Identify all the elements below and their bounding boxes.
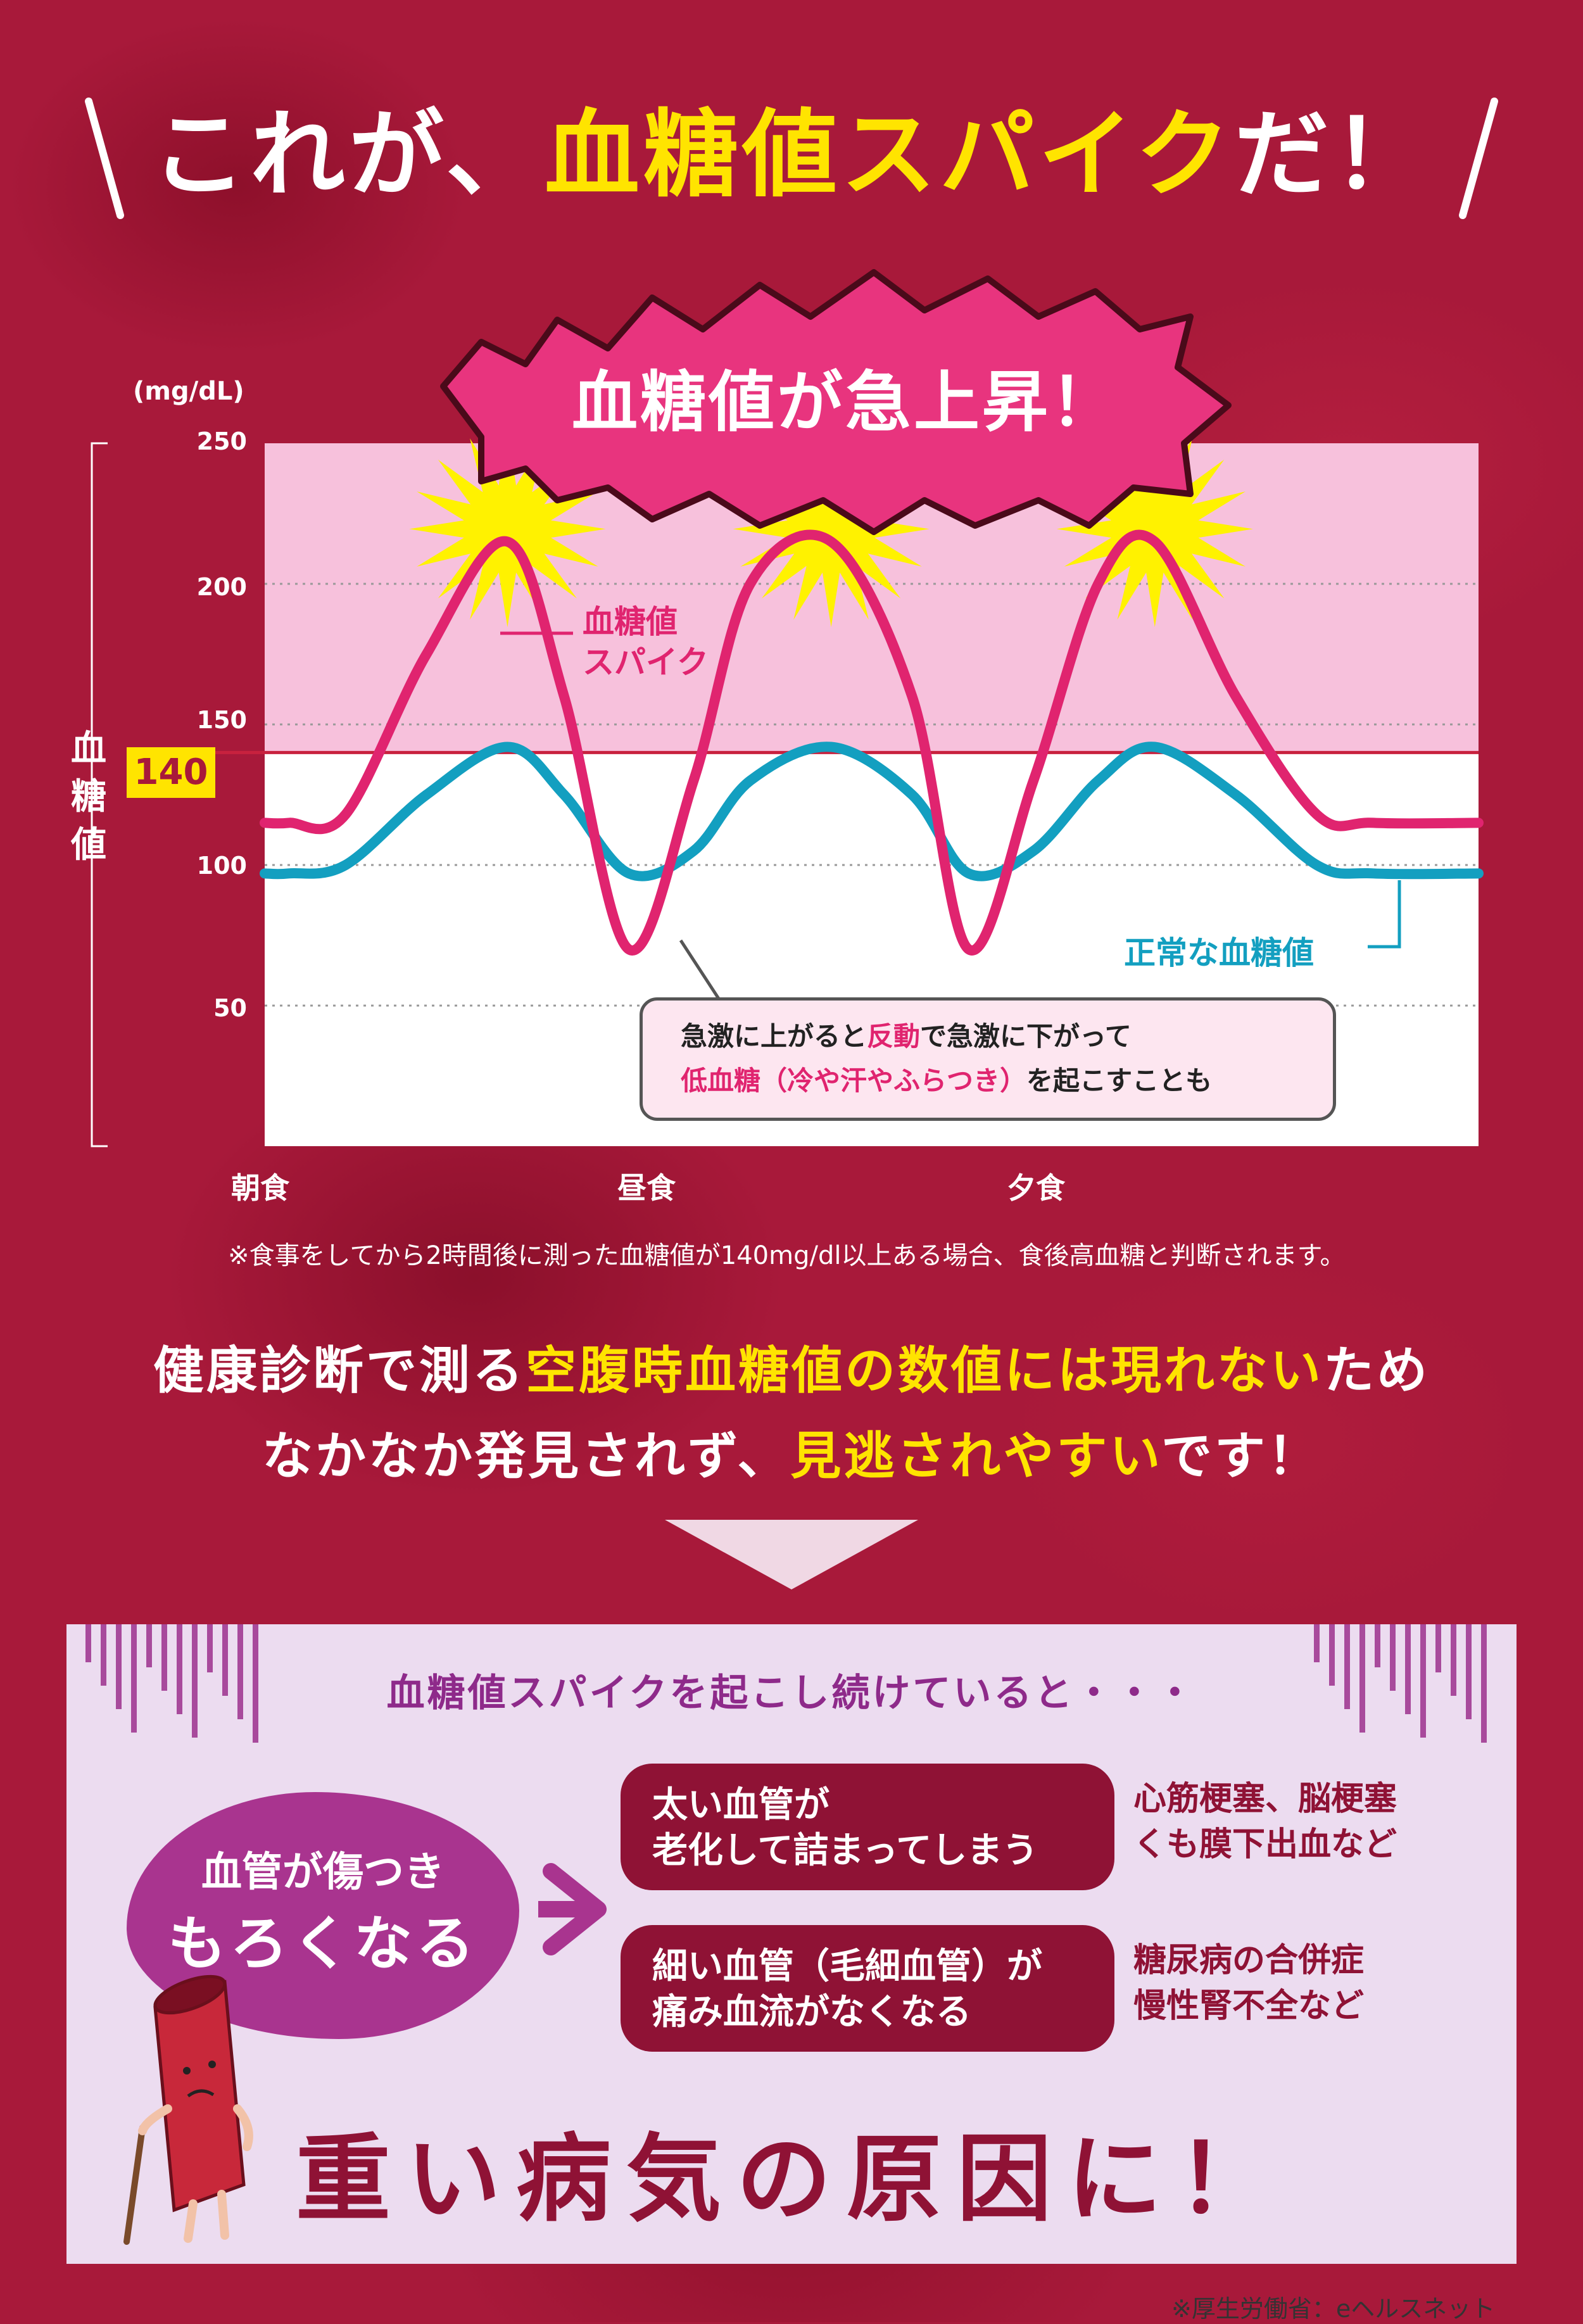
cause-2-line2: 痛み血流がなくなる xyxy=(652,1992,971,2033)
y-tick-label: 50 xyxy=(213,994,247,1022)
blood-sugar-chart xyxy=(91,269,1484,1147)
y-axis-bracket xyxy=(91,442,108,1147)
cause-1-line1: 太い血管が xyxy=(652,1784,829,1826)
callout-line1-b: 反動 xyxy=(867,1021,921,1052)
panel-stripe xyxy=(1375,1624,1380,1667)
normal-series-label: 正常な血糖値 xyxy=(1124,935,1314,971)
panel-stripe xyxy=(222,1624,228,1696)
panel-stripe xyxy=(131,1624,137,1733)
panel-stripe xyxy=(1435,1624,1441,1672)
panel-stripe xyxy=(1420,1624,1426,1738)
chart-footnote: ※食事をしてから2時間後に測った血糖値が140mg/dl以上ある場合、食後高血糖… xyxy=(228,1241,1346,1270)
arrow-right-icon xyxy=(538,1863,607,1955)
cause-1-line2: 老化して詰まってしまう xyxy=(652,1830,1038,1871)
body-line1-c: ため xyxy=(1323,1341,1430,1400)
panel-stripe xyxy=(101,1624,106,1686)
panel-stripe xyxy=(1344,1624,1350,1709)
callout-line2-a: 低血糖（冷や汗やふらつき） xyxy=(681,1065,1027,1096)
body-text-line1: 健康診断で測る空腹時血糖値の数値には現れないため xyxy=(0,1330,1583,1403)
panel-stripe xyxy=(253,1624,258,1743)
source-citation: ※厚生労働省：eヘルスネット xyxy=(1171,2295,1496,2323)
result-capillaries: 糖尿病の合併症 慢性腎不全など xyxy=(1133,1938,1364,2029)
body-line2-b: 見逃されやすい xyxy=(790,1427,1161,1486)
result-large-vessels: 心筋梗塞、脳梗塞 くも膜下出血など xyxy=(1133,1776,1397,1867)
panel-stripe xyxy=(161,1624,167,1691)
y-tick-label: 100 xyxy=(196,852,247,880)
conclusion-heading: 重い病気の原因に！ xyxy=(295,2125,1287,2235)
panel-stripe xyxy=(146,1624,152,1667)
body-line2-a: なかなか発見されず、 xyxy=(262,1427,791,1486)
y-tick-label: 200 xyxy=(196,573,247,601)
panel-stripe xyxy=(1405,1624,1411,1714)
result-2-line2: 慢性腎不全など xyxy=(1133,1987,1365,2025)
series-line xyxy=(260,529,1484,956)
panel-stripe xyxy=(1359,1624,1365,1733)
panel-stripe-decoration xyxy=(85,1624,1487,1743)
result-1-line1: 心筋梗塞、脳梗塞 xyxy=(1133,1780,1397,1818)
headline-pre: これが、 xyxy=(151,100,545,210)
body-line1-a: 健康診断で測る xyxy=(153,1341,526,1400)
result-2-line1: 糖尿病の合併症 xyxy=(1133,1942,1365,1980)
chevron-down-icon xyxy=(665,1520,918,1589)
x-label-lunch: 昼食 xyxy=(617,1171,676,1205)
hypoglycemia-callout: 急激に上がると反動で急激に下がって 低血糖（冷や汗やふらつき）を起こすことも xyxy=(640,997,1336,1121)
y-tick-label: 250 xyxy=(196,427,247,455)
y-axis-title-text: 血糖値 xyxy=(71,728,106,866)
y-axis-title: 血糖値 xyxy=(70,725,108,869)
x-label-breakfast: 朝食 xyxy=(231,1171,289,1205)
panel-stripe xyxy=(1329,1624,1335,1686)
cause-2-line1: 細い血管（毛細血管）が xyxy=(652,1946,1042,1987)
body-text-line2: なかなか発見されず、見逃されやすいです！ xyxy=(0,1415,1583,1489)
callout-line1-c: で急激に下がって xyxy=(920,1021,1132,1052)
body-line2-c: です！ xyxy=(1161,1427,1321,1486)
series-line xyxy=(260,742,1484,881)
panel-stripe xyxy=(192,1624,198,1738)
threshold-label: 140 xyxy=(127,747,215,798)
headline-post: だ！ xyxy=(1234,100,1432,210)
body-line1-b: 空腹時血糖値の数値には現れない xyxy=(526,1341,1323,1400)
burst-shape xyxy=(440,269,1232,535)
callout-line1-a: 急激に上がると xyxy=(681,1021,867,1052)
headline-left-slash xyxy=(85,98,124,219)
normal-label-leader xyxy=(1368,880,1401,949)
cause-pill-capillaries: 細い血管（毛細血管）が 痛み血流がなくなる xyxy=(621,1925,1114,2052)
spike-label-line2: スパイク xyxy=(583,644,709,681)
panel-stripe xyxy=(1390,1624,1396,1691)
headline-right-slash xyxy=(1459,98,1498,219)
y-axis-unit: (mg/dL) xyxy=(133,377,244,406)
panel-stripe xyxy=(1314,1624,1320,1662)
panel-stripe xyxy=(1451,1624,1456,1696)
panel-stripe xyxy=(1466,1624,1472,1719)
panel-stripe xyxy=(116,1624,122,1709)
callout-line2-b: を起こすことも xyxy=(1026,1065,1213,1096)
x-label-dinner: 夕食 xyxy=(1007,1171,1065,1205)
panel-stripe xyxy=(177,1624,182,1714)
blob-line2: もろくなる xyxy=(167,1910,478,1978)
headline-highlight: 血糖値スパイク xyxy=(544,100,1234,210)
result-1-line2: くも膜下出血など xyxy=(1133,1826,1397,1864)
blood-vessel-character-illustration xyxy=(123,1974,253,2245)
panel-stripe xyxy=(207,1624,213,1672)
blob-line1: 血管が傷つき xyxy=(201,1849,445,1896)
cause-pill-large-vessels: 太い血管が 老化して詰まってしまう xyxy=(621,1764,1114,1890)
panel-stripe xyxy=(237,1624,243,1719)
burst-text: 血糖値が急上昇！ xyxy=(571,363,1119,441)
effects-title: 血糖値スパイクを起こし続けていると・・・ xyxy=(386,1671,1197,1715)
headline: これが、血糖値スパイクだ！ xyxy=(0,95,1583,215)
panel-stripe xyxy=(85,1624,91,1662)
spike-label-line1: 血糖値 xyxy=(583,603,678,640)
panel-stripe xyxy=(1481,1624,1487,1743)
spike-series-label: 血糖値 スパイク xyxy=(583,602,709,683)
y-tick-label: 150 xyxy=(196,706,247,734)
